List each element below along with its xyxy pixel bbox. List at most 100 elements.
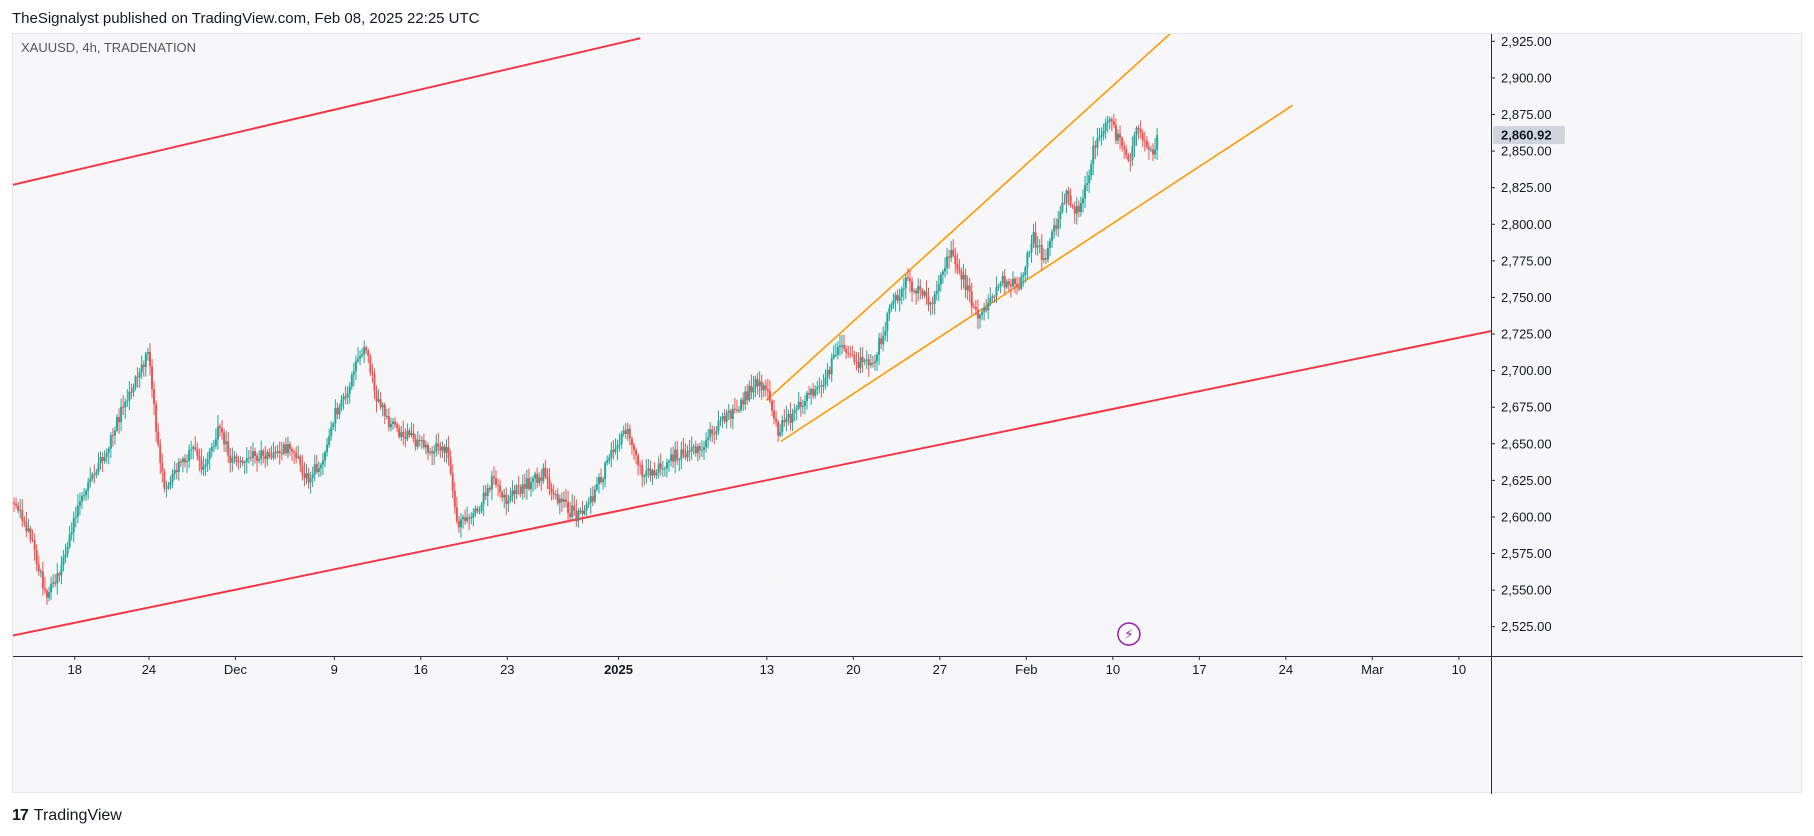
candle-body (66, 546, 69, 555)
candle-body (762, 385, 765, 391)
candle-body (709, 429, 712, 438)
candle-body (692, 446, 695, 448)
candle-body (655, 472, 658, 476)
candle-body (23, 520, 26, 523)
candle-body (186, 461, 189, 463)
candle-body (915, 290, 918, 294)
candle-body (878, 338, 881, 355)
candle-body (344, 396, 347, 398)
candle-body (387, 415, 390, 428)
candle-body (657, 463, 660, 473)
chart-pane[interactable]: ⚡ XAUUSD, 4h, TRADENATION 2,525.00 2,550.… (12, 33, 1803, 794)
candle-body (1059, 211, 1062, 220)
tradingview-brand[interactable]: TradingView (33, 807, 122, 824)
candle-body (233, 456, 236, 459)
candle-body (933, 294, 936, 304)
time-tick-label: Mar (1361, 662, 1384, 677)
candle-body (505, 494, 508, 504)
candle-body (843, 345, 846, 349)
price-tick-label: 2,650.00 (1501, 436, 1552, 451)
candle-body (517, 485, 520, 487)
candle-body (385, 415, 388, 417)
time-axis[interactable]: 18 24 Dec 9 16 23 2025 13 20 27 Feb 10 17 24 Mar 10 (13, 656, 1803, 677)
price-tick-label: 2,900.00 (1501, 70, 1552, 85)
candle-body (896, 294, 899, 301)
candle-body (855, 361, 858, 363)
candle-body (470, 517, 473, 519)
candle-body (1092, 145, 1095, 164)
candle-body (900, 289, 903, 297)
candle-body (284, 444, 287, 454)
candle-body (661, 468, 664, 470)
candle-body (600, 477, 603, 483)
candle-body (773, 410, 776, 419)
candle-body (48, 592, 51, 598)
candle-body (678, 459, 681, 461)
candle-body (130, 391, 133, 393)
candle-body (151, 365, 154, 390)
candle-body (1051, 231, 1054, 241)
candle-body (1071, 205, 1074, 207)
candle-body (311, 474, 314, 479)
candle-body (400, 432, 403, 437)
candle-body (1108, 119, 1111, 121)
candle-body (997, 286, 1000, 288)
candle-body (882, 335, 885, 345)
candle-body (348, 386, 351, 394)
candle-body (472, 513, 475, 518)
candle-body (1003, 275, 1006, 288)
candle-body (964, 274, 967, 291)
candle-body (748, 385, 751, 401)
price-tick-label: 2,825.00 (1501, 180, 1552, 195)
candle-body (324, 451, 327, 461)
candle-body (116, 416, 119, 431)
price-axis[interactable]: 2,525.00 2,550.00 2,575.00 2,600.00 2,625.00… (1491, 34, 1552, 794)
candle-body (76, 505, 79, 517)
candle-body (237, 461, 240, 463)
candle-body (124, 401, 127, 408)
candle-body (85, 490, 88, 496)
candle-body (1131, 146, 1134, 161)
candle-body (202, 466, 205, 470)
candle-body (801, 406, 804, 408)
candle-body (210, 446, 213, 452)
candle-body (87, 482, 90, 491)
candle-body (908, 278, 911, 282)
candle-body (1114, 125, 1117, 141)
candle-body (95, 472, 98, 475)
candle-body (974, 307, 977, 310)
tradingview-logo-icon[interactable]: 17 (12, 807, 29, 824)
candle-body (441, 446, 444, 451)
candle-body (41, 571, 44, 589)
candle-body (212, 445, 215, 447)
candle-body (1094, 145, 1097, 148)
candle-body (822, 384, 825, 387)
candle-body (134, 376, 137, 388)
candle-body (449, 458, 452, 474)
candle-body (1119, 133, 1122, 139)
candle-body (1005, 281, 1008, 288)
price-chart[interactable]: ⚡ XAUUSD, 4h, TRADENATION 2,525.00 2,550.… (13, 34, 1803, 794)
candle-body (832, 354, 835, 358)
candle-body (305, 473, 308, 479)
candle-body (420, 440, 423, 442)
candle-body (247, 457, 250, 459)
candle-body (560, 498, 563, 502)
candle-body (651, 470, 654, 476)
candle-body (181, 458, 184, 463)
candle-body (480, 504, 483, 511)
candle-body (985, 307, 988, 311)
candle-body (177, 461, 180, 473)
candle-body (789, 414, 792, 423)
candle-body (676, 449, 679, 460)
candle-body (214, 439, 217, 446)
candle-body (981, 311, 984, 315)
candle-body (1152, 149, 1155, 155)
candle-body (408, 430, 411, 435)
candle-body (597, 477, 600, 485)
candle-body (1116, 133, 1119, 141)
candle-body (735, 409, 738, 411)
candle-body (78, 501, 81, 506)
candle-body (60, 565, 63, 576)
candle-body (758, 381, 761, 387)
